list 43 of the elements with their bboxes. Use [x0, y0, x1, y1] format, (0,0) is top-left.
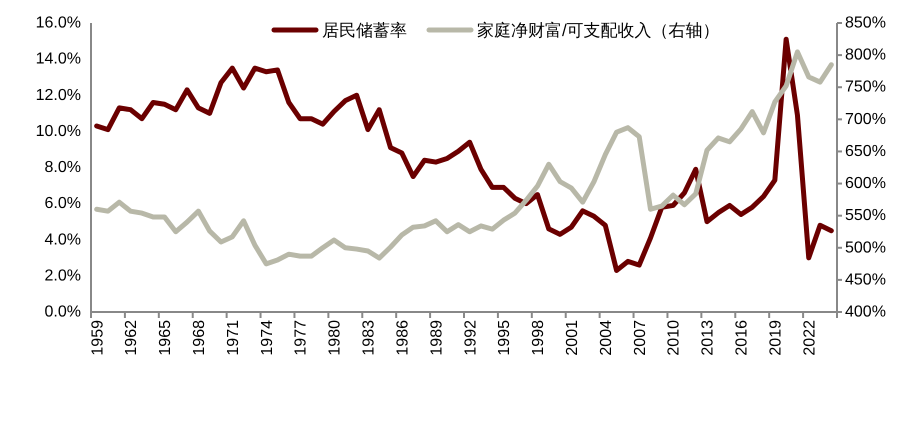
x-tick-label: 1992 — [462, 320, 480, 356]
y-tick-label: 4.0% — [44, 231, 81, 248]
y2-tick-label: 800% — [845, 46, 886, 64]
legend-label: 家庭净财富/可支配收入（右轴） — [477, 20, 720, 40]
x-tick-label: 1989 — [428, 320, 446, 356]
x-tick-label: 1965 — [157, 320, 174, 356]
y2-tick-label: 650% — [845, 142, 886, 160]
y-tick-label: 16.0% — [36, 14, 81, 32]
x-tick-label: 1959 — [89, 320, 106, 356]
x-tick-label: 1977 — [292, 320, 310, 356]
x-tick-label: 1962 — [123, 320, 140, 356]
y2-tick-label: 850% — [845, 14, 886, 32]
x-tick-label: 1986 — [394, 320, 412, 356]
x-tick-label: 2022 — [801, 320, 818, 356]
y-tick-label: 6.0% — [44, 195, 81, 212]
x-tick-label: 1980 — [326, 320, 344, 356]
y2-tick-label: 550% — [845, 207, 886, 224]
x-tick-label: 2010 — [666, 320, 683, 356]
x-tick-label: 2001 — [564, 320, 581, 356]
y-tick-label: 10.0% — [36, 122, 81, 140]
y2-tick-label: 450% — [845, 271, 886, 288]
x-tick-label: 2019 — [767, 320, 784, 356]
x-tick-label: 2016 — [734, 320, 751, 356]
x-tick-label: 2004 — [598, 320, 615, 356]
x-tick-label: 2013 — [700, 320, 717, 356]
y2-tick-label: 400% — [845, 304, 886, 320]
x-tick-label: 1983 — [360, 320, 378, 356]
y-tick-label: 2.0% — [44, 267, 81, 284]
legend-label: 居民储蓄率 — [322, 20, 407, 40]
y2-tick-label: 750% — [845, 78, 886, 96]
y2-tick-label: 500% — [845, 239, 886, 256]
y-tick-label: 12.0% — [36, 86, 81, 104]
x-tick-label: 1974 — [258, 320, 276, 356]
y2-tick-label: 600% — [845, 175, 886, 192]
x-tick-label: 1998 — [530, 320, 548, 356]
y-tick-label: 0.0% — [44, 304, 81, 320]
x-tick-label: 2007 — [632, 320, 649, 356]
y-tick-label: 8.0% — [44, 159, 81, 176]
x-tick-label: 1968 — [190, 320, 208, 356]
x-tick-label: 1995 — [496, 320, 514, 356]
x-tick-label: 1971 — [224, 320, 242, 356]
y2-tick-label: 700% — [845, 110, 886, 128]
y-tick-label: 14.0% — [36, 50, 81, 68]
